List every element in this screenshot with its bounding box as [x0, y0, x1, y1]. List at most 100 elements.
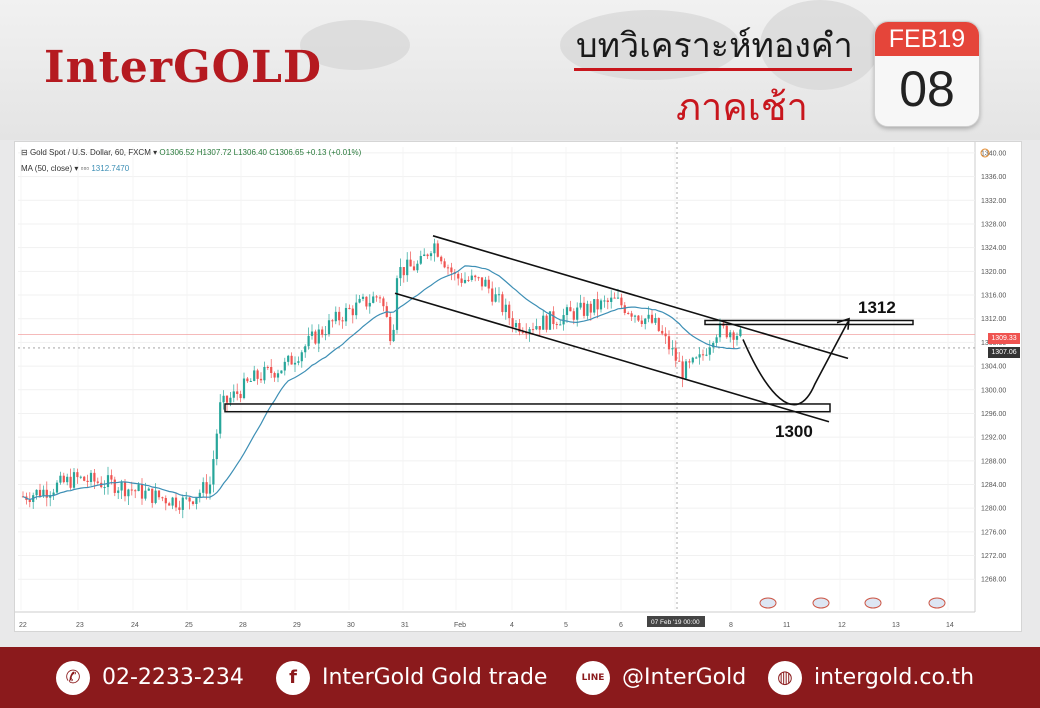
- candle-body: [212, 459, 215, 485]
- candle-body: [144, 490, 147, 499]
- y-tick-label: 1328.00: [981, 221, 1006, 228]
- candle-body: [599, 300, 603, 310]
- candle-body: [276, 373, 280, 378]
- candle-body: [256, 370, 259, 379]
- candle-body: [168, 503, 171, 506]
- candle-body: [528, 329, 531, 334]
- candle-body: [511, 318, 514, 328]
- candle-body: [327, 320, 331, 335]
- x-tick-label: 23: [76, 622, 84, 629]
- candle-body: [633, 315, 637, 317]
- price-chart[interactable]: 1340.00 1336.00 1332.00 1328.00 1324.00 1320.…: [14, 141, 1022, 632]
- candle-body: [433, 243, 436, 254]
- candle-body: [130, 489, 133, 491]
- candle-body: [198, 492, 201, 498]
- candle-body: [368, 302, 371, 307]
- candle-body: [603, 300, 606, 302]
- candle-body: [49, 495, 52, 498]
- candle-body: [596, 299, 599, 310]
- candle-body: [487, 279, 490, 289]
- candle-body: [518, 323, 521, 332]
- x-tick-label: 13: [892, 622, 900, 629]
- candle-body: [300, 352, 303, 362]
- candle-body: [501, 294, 504, 313]
- collapse-icon[interactable]: ⊟: [21, 148, 30, 157]
- footer-line[interactable]: LINE @InterGold: [576, 647, 746, 708]
- candle-body: [123, 482, 127, 497]
- cursor-price-tag: 1307.06: [988, 347, 1020, 358]
- candle-body: [426, 254, 429, 257]
- candle-body: [416, 263, 419, 271]
- candle-body: [344, 307, 348, 322]
- y-tick-label: 1312.00: [981, 316, 1006, 323]
- candle-body: [681, 361, 684, 379]
- candle-body: [42, 489, 45, 497]
- x-tick-label: 24: [131, 622, 139, 629]
- y-tick-label: 1332.00: [981, 198, 1006, 205]
- candle-body: [287, 355, 290, 362]
- candle-body: [222, 395, 225, 403]
- dropdown-icon[interactable]: ▾: [153, 148, 160, 157]
- y-tick-label: 1324.00: [981, 245, 1006, 252]
- footer-phone[interactable]: ✆ 02-2233-234: [56, 647, 244, 708]
- candle-body: [361, 296, 365, 299]
- candle-body: [127, 489, 130, 497]
- phone-icon: ✆: [56, 660, 90, 695]
- candle-body: [161, 497, 164, 499]
- candle-body: [504, 304, 507, 313]
- ma-value: 1312.7470: [91, 164, 130, 173]
- candle-body: [266, 366, 269, 368]
- candle-body: [103, 487, 106, 489]
- candle-body: [283, 361, 286, 371]
- candle-body: [236, 391, 239, 394]
- candle-body: [671, 348, 674, 350]
- candle-body: [215, 433, 218, 460]
- candle-body: [708, 347, 711, 355]
- facebook-name: InterGold Gold trade: [322, 665, 548, 690]
- candle-body: [297, 361, 300, 363]
- candle-body: [399, 267, 402, 279]
- candle-body: [474, 275, 477, 278]
- ma-label[interactable]: MA (50, close): [21, 164, 73, 173]
- candle-body: [460, 278, 463, 283]
- candle-body: [555, 324, 558, 326]
- settings-icon[interactable]: ▫▫▫: [80, 164, 92, 173]
- candle-body: [463, 279, 467, 283]
- candle-body: [134, 490, 137, 492]
- candle-body: [627, 312, 630, 314]
- calendar-icon: FEB19 08: [874, 21, 980, 127]
- x-tick-label: 8: [729, 622, 733, 629]
- candle-body: [96, 481, 99, 483]
- flag-icon: [864, 597, 882, 609]
- candle-body: [351, 308, 354, 316]
- projection-path: [742, 321, 849, 406]
- candle-body: [147, 488, 150, 491]
- candle-body: [542, 315, 545, 330]
- intergold-logo: InterGOLD: [44, 42, 323, 93]
- candle-body: [497, 294, 501, 296]
- candle-body: [392, 329, 395, 342]
- candle-body: [457, 273, 460, 279]
- candle-body: [579, 302, 582, 308]
- x-tick-label: 11: [783, 622, 790, 629]
- candle-body: [188, 497, 191, 502]
- candle-body: [232, 391, 235, 398]
- dropdown-icon[interactable]: ▾: [74, 164, 81, 173]
- candle-body: [253, 370, 256, 381]
- candle-body: [290, 355, 293, 365]
- candle-body: [412, 266, 416, 271]
- candle-body: [637, 315, 640, 321]
- symbol-name[interactable]: Gold Spot / U.S. Dollar, 60, FXCM: [29, 148, 151, 157]
- candle-body: [715, 337, 718, 343]
- page-title: บทวิเคราะห์ทองคำ: [576, 26, 853, 66]
- candle-body: [249, 380, 252, 382]
- candle-body: [28, 499, 31, 502]
- candle-body: [440, 256, 443, 262]
- candle-body: [419, 255, 422, 264]
- candle-body: [239, 393, 242, 399]
- footer-facebook[interactable]: f InterGold Gold trade: [276, 647, 547, 708]
- candle-body: [695, 357, 698, 359]
- footer-website[interactable]: ◍ intergold.co.th: [768, 647, 974, 708]
- candle-body: [480, 277, 484, 287]
- candle-body: [705, 354, 708, 356]
